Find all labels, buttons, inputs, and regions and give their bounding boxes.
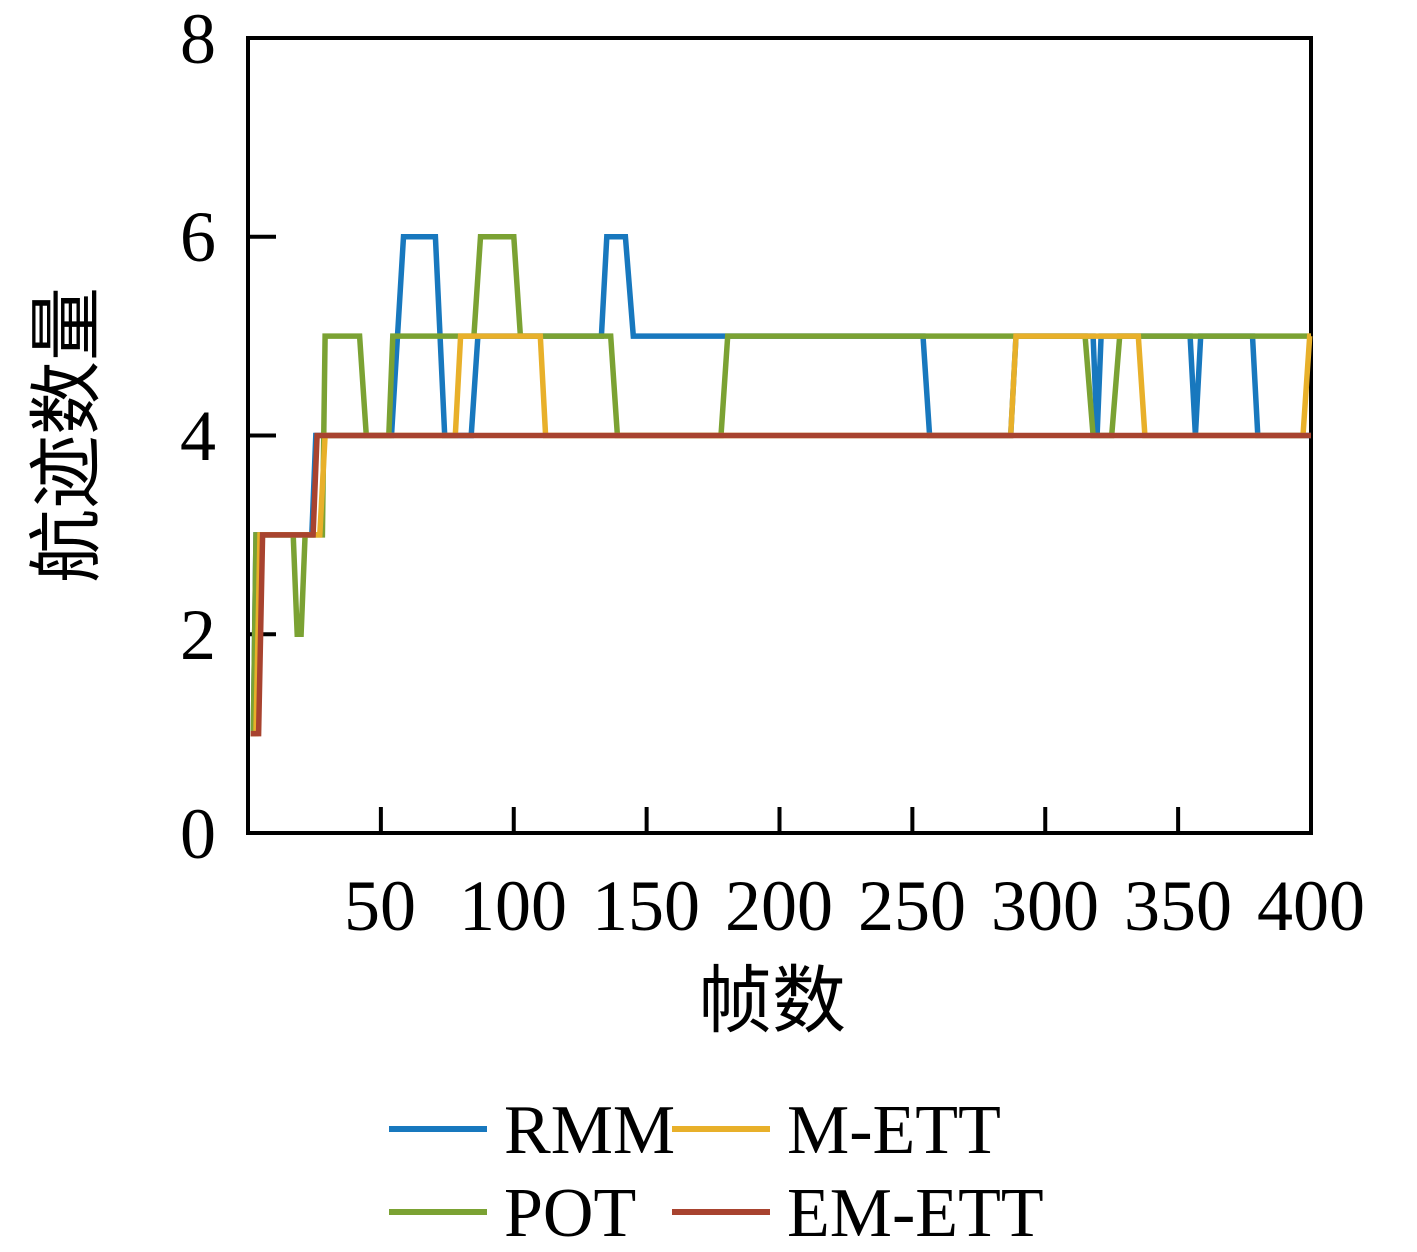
x-tick-label-250: 250 bbox=[858, 866, 966, 946]
x-tick-label-150: 150 bbox=[592, 866, 700, 946]
y-tick-label-4: 4 bbox=[180, 396, 216, 476]
tick-marks bbox=[250, 234, 1313, 831]
x-tick-label-400: 400 bbox=[1257, 866, 1365, 946]
x-tick-label-200: 200 bbox=[725, 866, 833, 946]
y-tick-label-2: 2 bbox=[180, 595, 216, 675]
series-line-m-ett bbox=[250, 333, 1313, 737]
x-tick-label-50: 50 bbox=[344, 866, 416, 946]
series-line-rmm bbox=[250, 234, 1311, 737]
y-tick-label-0: 0 bbox=[180, 794, 216, 874]
x-tick-label-100: 100 bbox=[459, 866, 567, 946]
y-axis-title: 航迹数量 bbox=[27, 287, 109, 583]
legend-label-mett: M-ETT bbox=[787, 1092, 1001, 1169]
legend: RMM POT M-ETT EM-ETT bbox=[389, 1092, 1044, 1252]
series-line-em-ett bbox=[250, 432, 1311, 737]
legend-label-emett: EM-ETT bbox=[787, 1175, 1044, 1247]
x-axis-title: 帧数 bbox=[698, 961, 846, 1043]
series-lines bbox=[250, 234, 1313, 737]
y-tick-label-6: 6 bbox=[180, 197, 216, 277]
y-tick-label-8: 8 bbox=[180, 0, 216, 79]
legend-label-pot: POT bbox=[504, 1175, 636, 1247]
series-line-pot bbox=[250, 234, 1311, 737]
x-tick-label-350: 350 bbox=[1124, 866, 1232, 946]
x-tick-label-300: 300 bbox=[991, 866, 1099, 946]
legend-label-rmm: RMM bbox=[504, 1092, 675, 1169]
